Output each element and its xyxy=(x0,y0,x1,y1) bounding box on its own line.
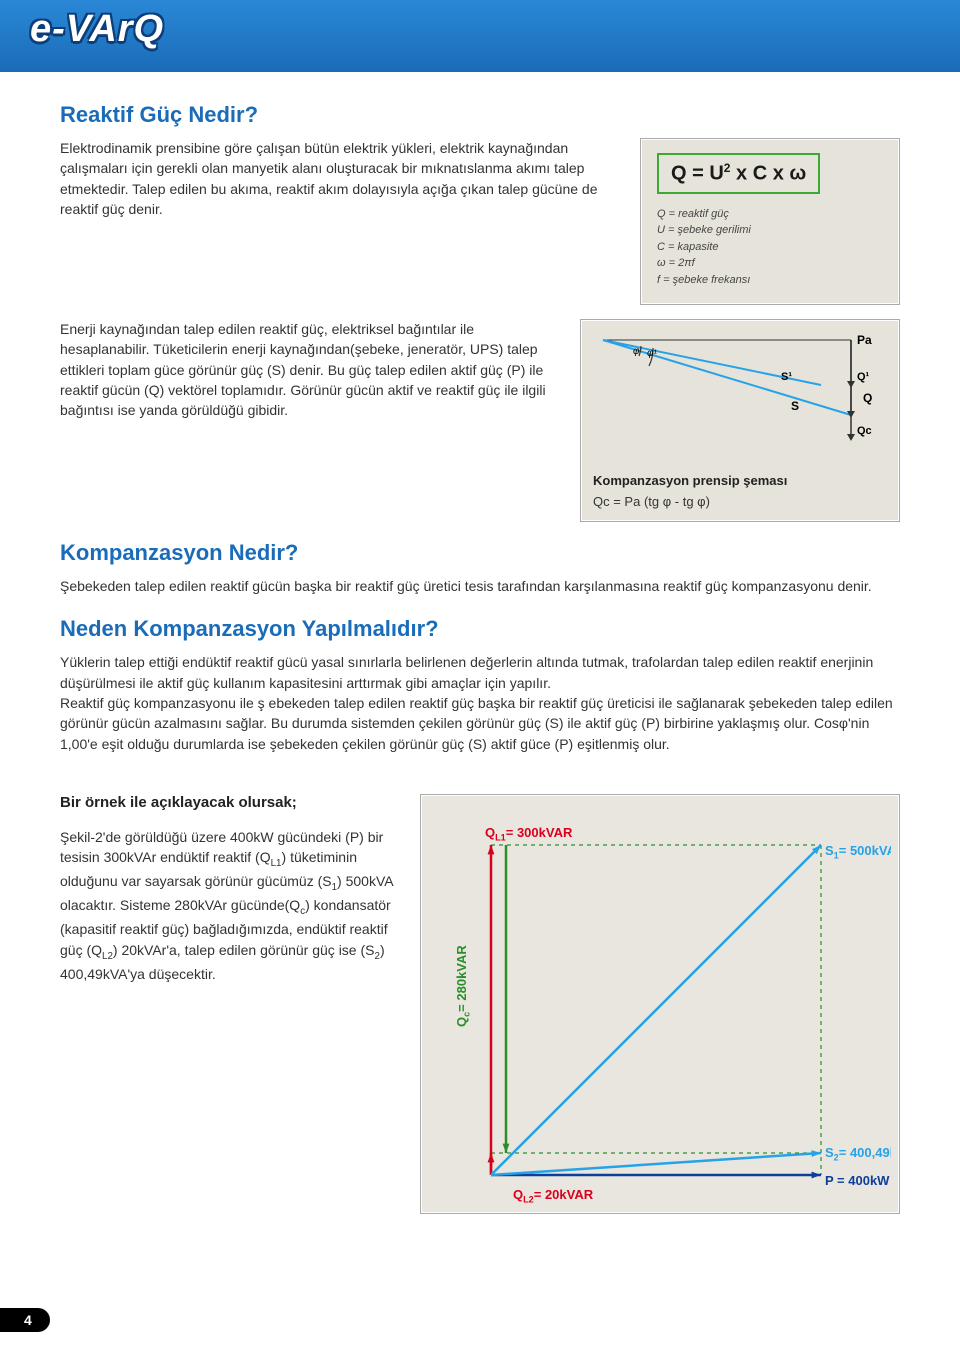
formula-box-col: Q = U2 x C x ω Q = reaktif güçU = şebeke… xyxy=(640,138,900,305)
heading-reaktif-guc: Reaktif Güç Nedir? xyxy=(60,102,900,128)
vector-text: Enerji kaynağından talep edilen reaktif … xyxy=(60,319,556,420)
para-gorunur-guc: Enerji kaynağından talep edilen reaktif … xyxy=(60,319,556,420)
vector-diagram-equation: Qc = Pa (tg φ - tg φ) xyxy=(593,494,887,509)
heading-kompanzasyon: Kompanzasyon Nedir? xyxy=(60,540,900,566)
page-content: Reaktif Güç Nedir? Elektrodinamik prensi… xyxy=(0,72,960,1254)
svg-text:S: S xyxy=(791,399,799,413)
svg-text:φ¹: φ¹ xyxy=(647,348,658,359)
para-reaktif-guc: Elektrodinamik prensibine göre çalışan b… xyxy=(60,138,616,219)
para-neden: Yüklerin talep ettiği endüktif reaktif g… xyxy=(60,652,900,753)
page-number: 4 xyxy=(0,1308,50,1332)
svg-text:Q: Q xyxy=(863,391,872,405)
example-title: Bir örnek ile açıklayacak olursak; xyxy=(60,794,396,811)
vector-diagram-caption: Kompanzasyon prensip şeması xyxy=(593,473,887,488)
svg-text:Qc: Qc xyxy=(857,425,872,437)
logo: e-VArQ xyxy=(30,8,164,51)
formula-main: Q = U2 x C x ω xyxy=(657,153,820,194)
svg-text:Pa: Pa xyxy=(857,333,872,347)
example-row: Bir örnek ile açıklayacak olursak; Şekil… xyxy=(60,794,900,1214)
example-chart-svg: QL1= 300kVARS1= 500kVAQc= 280kVARS2= 400… xyxy=(431,805,891,1205)
example-para: Şekil-2'de görüldüğü üzere 400kW gücünde… xyxy=(60,827,396,984)
row-vector: Enerji kaynağından talep edilen reaktif … xyxy=(60,319,900,522)
vector-diagram-svg: Pa Q¹ Q Qc S¹ Sφ φ¹ xyxy=(593,330,889,460)
svg-text:Q¹: Q¹ xyxy=(857,371,870,383)
formula-box: Q = U2 x C x ω Q = reaktif güçU = şebeke… xyxy=(640,138,900,305)
example-text: Bir örnek ile açıklayacak olursak; Şekil… xyxy=(60,794,396,984)
formula-legend: Q = reaktif güçU = şebeke gerilimiC = ka… xyxy=(657,206,883,289)
svg-text:S¹: S¹ xyxy=(781,371,792,383)
para-kompanzasyon: Şebekeden talep edilen reaktif gücün baş… xyxy=(60,576,900,596)
section-kompanzasyon: Kompanzasyon Nedir? Şebekeden talep edil… xyxy=(60,540,900,596)
heading-neden: Neden Kompanzasyon Yapılmalıdır? xyxy=(60,616,900,642)
vector-diagram-col: Pa Q¹ Q Qc S¹ Sφ φ¹ Kompanzasyon prensip şemas… xyxy=(580,319,900,522)
example-chart-box: QL1= 300kVARS1= 500kVAQc= 280kVARS2= 400… xyxy=(420,794,900,1214)
vector-diagram-box: Pa Q¹ Q Qc S¹ Sφ φ¹ Kompanzasyon prensip şemas… xyxy=(580,319,900,522)
section-neden: Neden Kompanzasyon Yapılmalıdır? Yükleri… xyxy=(60,616,900,753)
example-chart-col: QL1= 300kVARS1= 500kVAQc= 280kVARS2= 400… xyxy=(420,794,900,1214)
svg-text:φ: φ xyxy=(633,346,640,357)
row-intro: Elektrodinamik prensibine göre çalışan b… xyxy=(60,138,900,305)
intro-text: Elektrodinamik prensibine göre çalışan b… xyxy=(60,138,616,219)
header-stripe: e-VArQ xyxy=(0,0,960,72)
